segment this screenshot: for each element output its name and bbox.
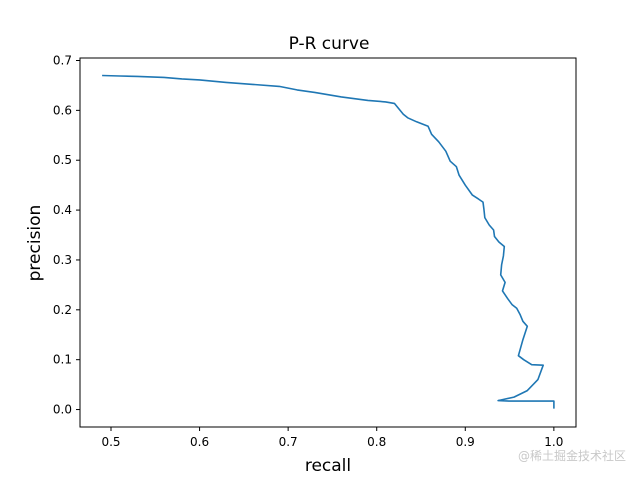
y-axis-title: precision [25,205,45,282]
axis-ticks: 0.5 0.6 0.7 0.8 0.9 1.0 0.0 0.1 0.2 0.3 0.4 0.5 0.6 0… [53,53,563,449]
x-axis-title: recall [305,456,351,476]
chart-title: P-R curve [289,34,370,54]
x-tick-label: 1.0 [544,435,563,449]
x-tick-label: 0.6 [190,435,209,449]
y-tick-label: 0.2 [53,303,72,317]
x-tick-label: 0.8 [367,435,386,449]
y-tick-label: 0.4 [53,203,72,217]
y-tick-label: 0.1 [53,353,72,367]
x-tick-label: 0.7 [279,435,298,449]
pr-curve-line [102,74,555,409]
x-tick-label: 0.5 [101,435,120,449]
y-tick-label: 0.3 [53,253,72,267]
x-tick-label: 0.9 [456,435,475,449]
plot-frame [79,57,577,428]
y-tick-label: 0.6 [53,103,72,117]
y-tick-label: 0.5 [53,153,72,167]
y-tick-label: 0.7 [53,53,72,67]
watermark-text: @稀土掘金技术社区 [517,449,626,463]
y-tick-label: 0.0 [53,403,72,417]
